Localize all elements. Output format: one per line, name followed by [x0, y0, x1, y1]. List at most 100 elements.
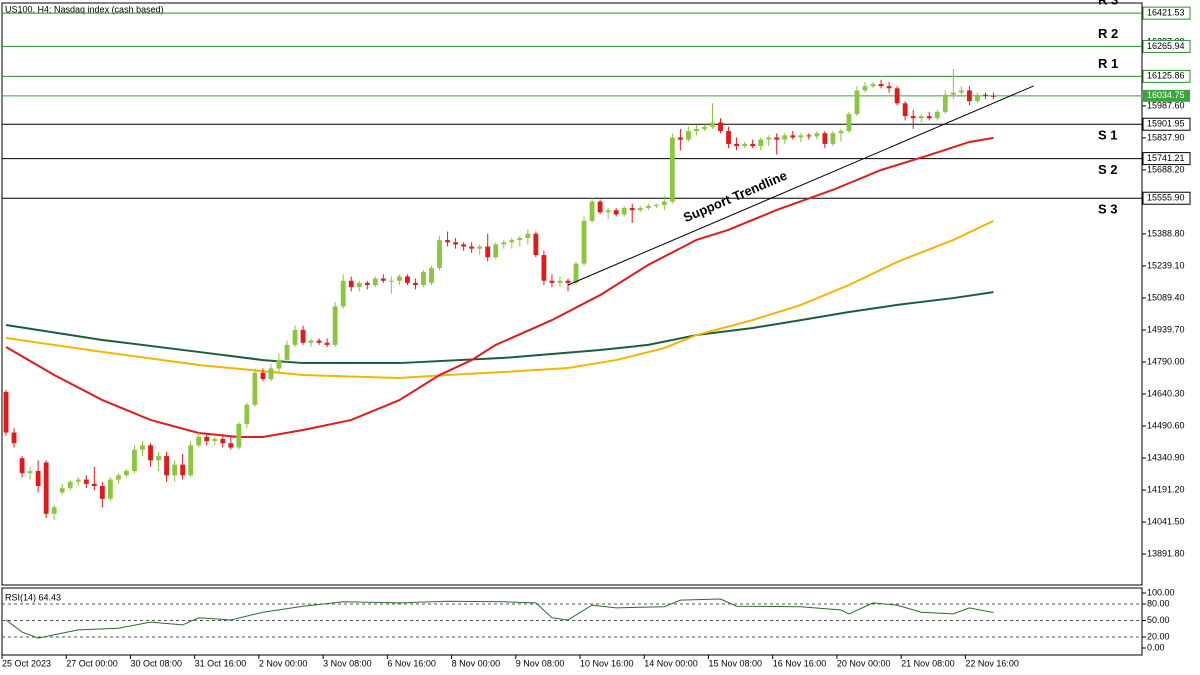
candle-body	[653, 204, 659, 206]
x-tick-label: 2 Nov 00:00	[259, 658, 308, 668]
candle-body	[854, 90, 860, 114]
candle-body	[405, 276, 410, 283]
rsi-panel	[1, 587, 1143, 656]
candle-body	[549, 280, 555, 283]
level-box	[1142, 69, 1191, 83]
candle-body	[774, 137, 780, 140]
candle-body	[413, 282, 418, 286]
candle-body	[180, 464, 186, 476]
moving-average	[5, 219, 994, 380]
candle-body	[172, 464, 178, 476]
candle-body	[91, 483, 97, 487]
candle-body	[806, 135, 812, 137]
chart-title: US100, H4: Nasdaq index (cash based)	[5, 4, 164, 14]
candle-body	[332, 306, 338, 345]
y-tick-label: 14490.60	[1147, 420, 1185, 430]
rsi-tick-label: 80.00	[1147, 598, 1170, 608]
candle-body	[766, 137, 772, 140]
level-name: S 1	[1098, 128, 1118, 143]
candle-body	[477, 246, 483, 249]
candle-body	[958, 90, 964, 93]
candle-body	[75, 479, 81, 482]
x-tick-label: 22 Nov 16:00	[965, 658, 1019, 668]
x-tick-label: 9 Nov 08:00	[516, 658, 565, 668]
candle-body	[902, 103, 908, 117]
y-tick-label: 13891.80	[1147, 548, 1185, 558]
candle-body	[485, 246, 491, 258]
candle-body	[862, 86, 868, 91]
candle-body	[429, 267, 434, 283]
candle-body	[380, 278, 386, 281]
candle-body	[918, 116, 924, 119]
candle-body	[396, 276, 402, 281]
candle-body	[637, 208, 643, 211]
candle-body	[51, 507, 57, 514]
candle-body	[493, 244, 499, 258]
x-tick-label: 20 Nov 00:00	[837, 658, 891, 668]
y-tick-label: 14041.50	[1147, 516, 1185, 526]
candle-body	[525, 233, 531, 238]
price-panel	[1, 2, 1143, 586]
candle-body	[140, 445, 145, 450]
candle-body	[19, 458, 25, 474]
candle-body	[204, 436, 210, 442]
candle-body	[292, 329, 298, 345]
rsi-tick-label: 0.00	[1147, 642, 1165, 652]
candle-body	[11, 432, 17, 444]
x-tick-label: 14 Nov 00:00	[644, 658, 698, 668]
candle-body	[99, 486, 105, 499]
candle-body	[340, 280, 346, 307]
trendline-label: Support Trendline	[681, 168, 789, 226]
candle-body	[830, 133, 836, 144]
candle-body	[822, 133, 828, 144]
y-tick-label: 14340.90	[1147, 452, 1185, 462]
candle-body	[910, 116, 916, 119]
candle-body	[236, 423, 242, 448]
candle-body	[43, 462, 49, 514]
candle-body	[669, 137, 675, 202]
candle-body	[934, 111, 940, 119]
candle-body	[983, 94, 988, 96]
x-tick-label: 30 Oct 08:00	[130, 658, 182, 668]
candle-body	[541, 255, 547, 281]
candle-body	[694, 128, 699, 132]
candle-body	[148, 445, 153, 461]
candle-body	[758, 139, 764, 147]
candle-body	[107, 479, 113, 499]
candle-body	[517, 237, 523, 241]
y-tick-label: 15688.20	[1147, 164, 1185, 174]
candle-body	[533, 233, 539, 256]
candle-body	[276, 359, 282, 369]
candle-body	[461, 244, 467, 247]
x-tick-label: 10 Nov 16:00	[580, 658, 634, 668]
level-box	[1142, 117, 1191, 131]
candle-body	[453, 242, 458, 245]
x-tick-label: 27 Oct 00:00	[66, 658, 118, 668]
candle-body	[565, 280, 571, 283]
candle-body	[164, 456, 169, 476]
candle-body	[445, 240, 450, 243]
candle-body	[734, 143, 739, 147]
candle-body	[324, 342, 330, 345]
candle-body	[67, 481, 73, 489]
level-name: S 2	[1098, 162, 1118, 177]
level-name: R 2	[1098, 26, 1118, 41]
x-tick-label: 8 Nov 00:00	[452, 658, 501, 668]
candle-body	[437, 240, 442, 268]
candle-body	[260, 372, 266, 380]
candle-body	[581, 220, 587, 264]
candle-body	[3, 391, 9, 433]
candle-body	[814, 133, 820, 137]
moving-average	[5, 136, 994, 439]
candle-body	[629, 208, 635, 211]
candle-body	[991, 95, 996, 97]
candle-body	[621, 208, 627, 215]
candle-body	[782, 135, 788, 140]
candle-body	[702, 126, 707, 129]
candle-body	[645, 205, 651, 209]
x-tick-label: 31 Oct 16:00	[195, 658, 247, 668]
candle-body	[132, 449, 137, 472]
candle-body	[220, 438, 226, 444]
candle-body	[300, 329, 306, 343]
rsi-line	[5, 598, 994, 639]
